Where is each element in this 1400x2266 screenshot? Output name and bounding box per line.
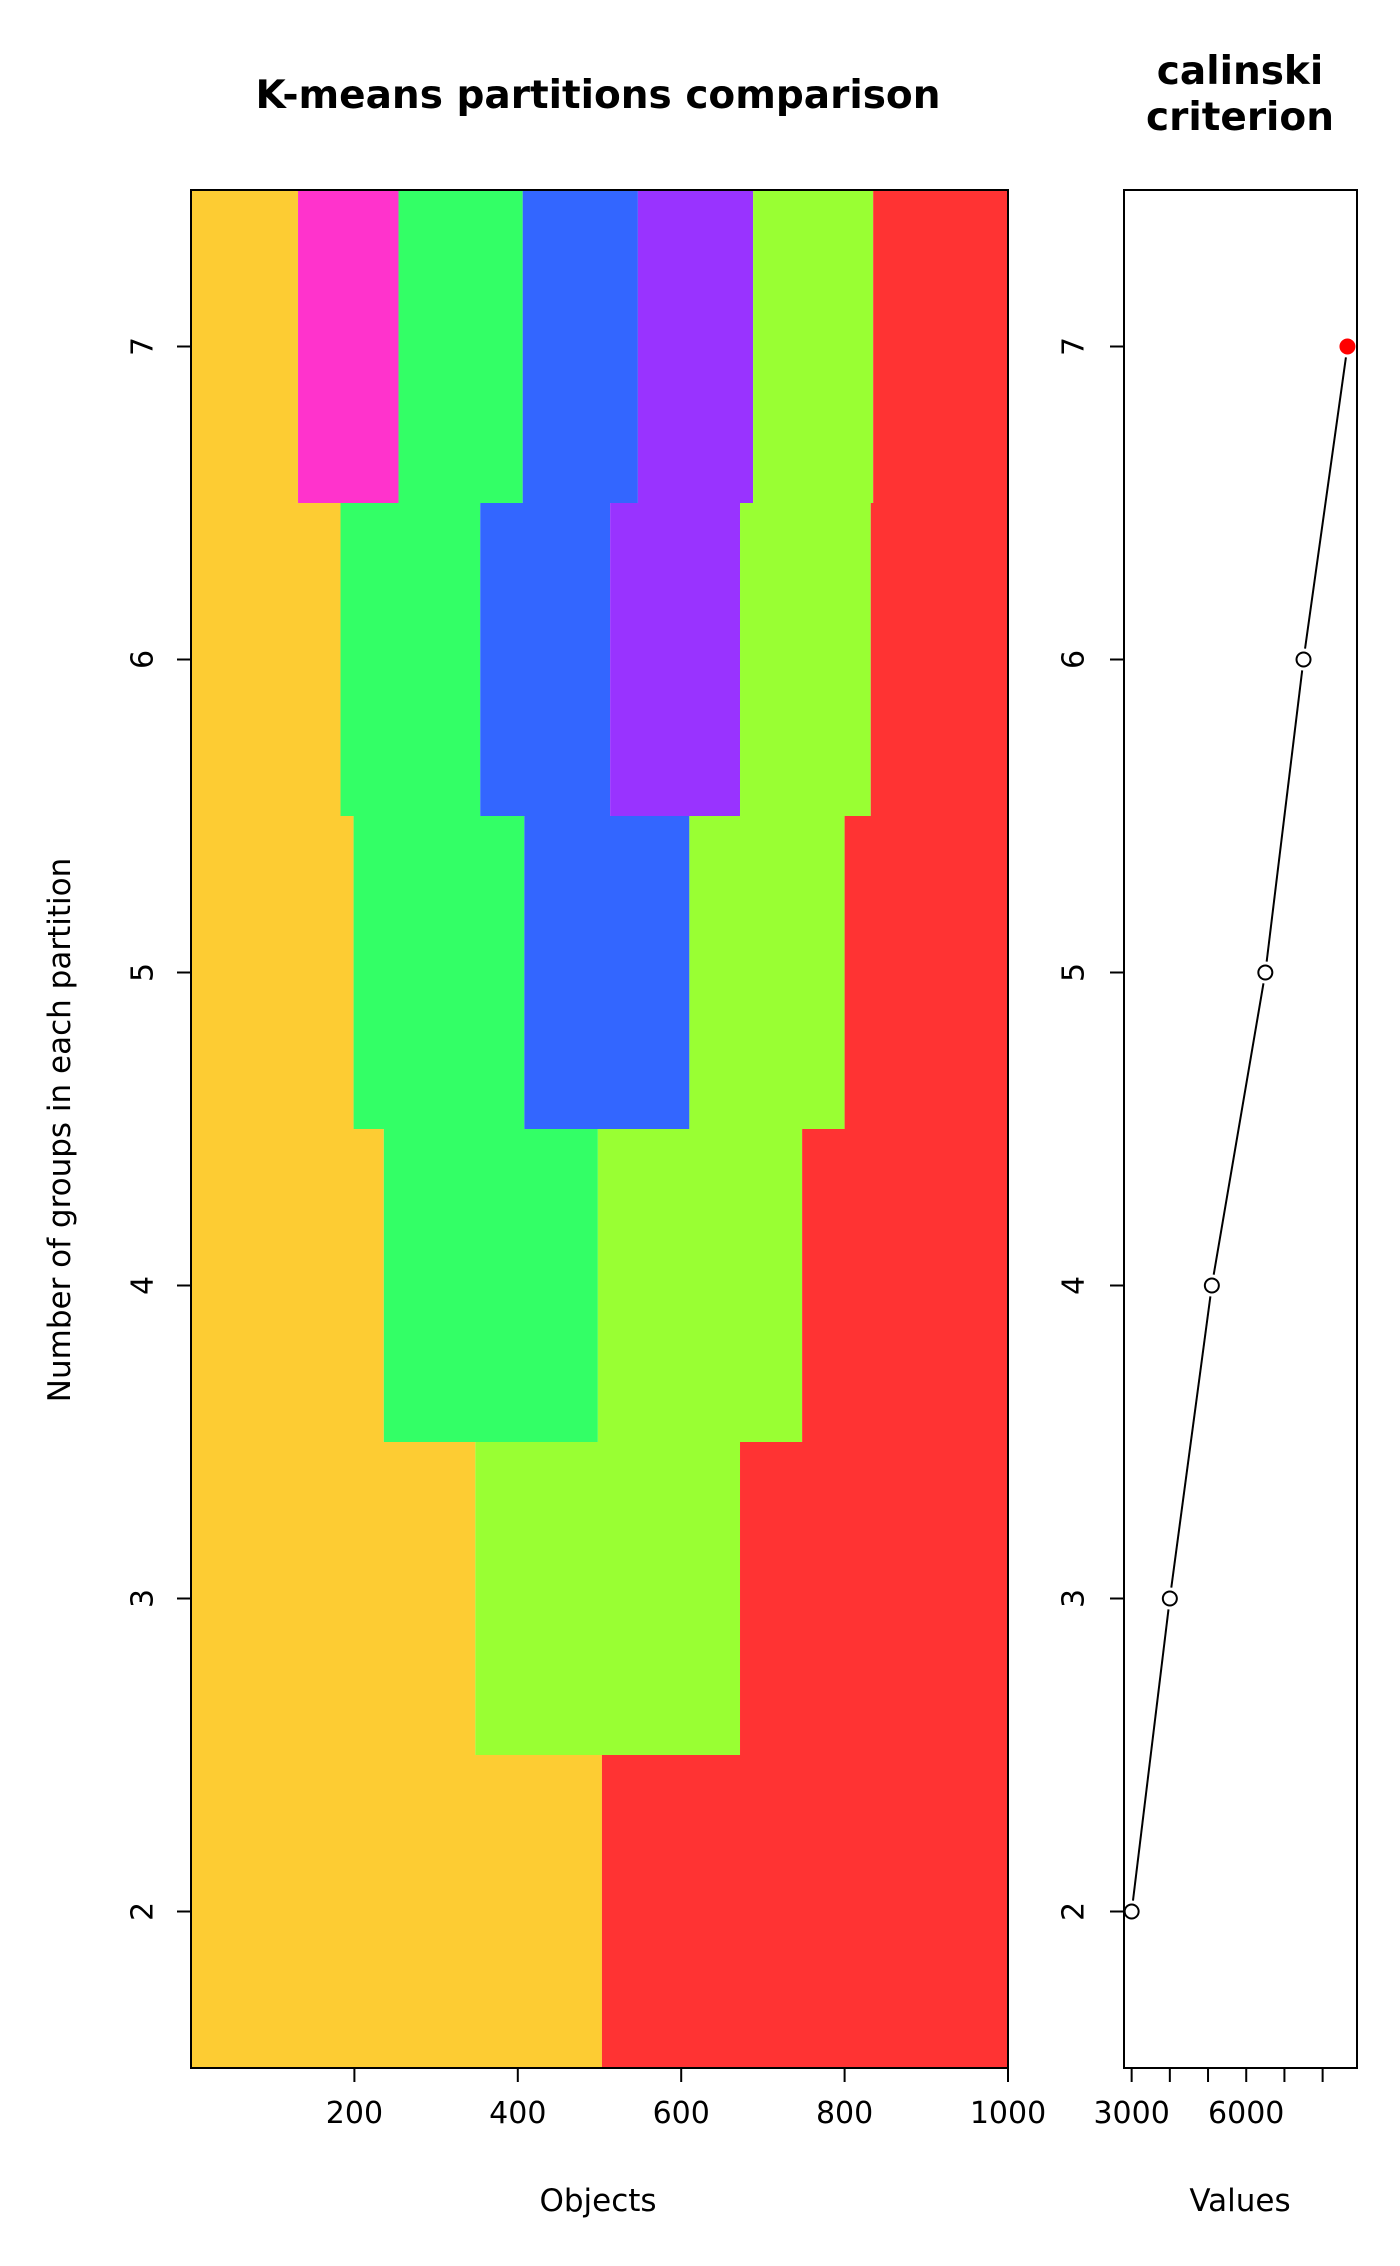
cluster-segment-k2-1 bbox=[191, 1755, 602, 2068]
cluster-segment-k6-3 bbox=[480, 503, 611, 816]
criterion-x-axis: 3000 6000 bbox=[1093, 2068, 1324, 2131]
x-tick-label-1000: 1000 bbox=[970, 2096, 1046, 2131]
main-title: K-means partitions comparison bbox=[256, 73, 941, 118]
heatmap-x-axis: 200 400 600 800 1000 bbox=[326, 2068, 1046, 2131]
x-tick-label-400: 400 bbox=[489, 2096, 546, 2131]
criterion-point-k6 bbox=[1295, 651, 1312, 668]
heatmap-y-label: Number of groups in each partition bbox=[42, 858, 78, 1402]
criterion-series bbox=[1123, 338, 1356, 1920]
y-tick-label-6: 6 bbox=[126, 650, 161, 669]
heatmap-y-axis: 2 3 4 5 6 7 bbox=[126, 337, 191, 1921]
x-tick-label-200: 200 bbox=[326, 2096, 383, 2131]
criterion-title-line1: calinski bbox=[1157, 49, 1323, 94]
cluster-segment-k6-1 bbox=[191, 503, 341, 816]
criterion-segment-4-5 bbox=[1212, 983, 1265, 1275]
cluster-segment-k7-3 bbox=[398, 190, 523, 503]
y-tick-label-3: 3 bbox=[126, 1589, 161, 1608]
heatmap-x-label: Objects bbox=[539, 2183, 656, 2219]
criterion-x-tick-label-3000: 3000 bbox=[1093, 2096, 1169, 2131]
cluster-segment-k5-1 bbox=[191, 816, 354, 1129]
criterion-title-line2: criterion bbox=[1146, 95, 1334, 140]
cluster-segment-k7-7 bbox=[873, 190, 1008, 503]
cluster-segment-k6-2 bbox=[340, 503, 481, 816]
criterion-y-tick-label-7: 7 bbox=[1057, 337, 1092, 356]
criterion-segment-2-3 bbox=[1131, 1609, 1170, 1901]
criterion-point-k3 bbox=[1161, 1590, 1178, 1607]
cluster-segment-k7-6 bbox=[753, 190, 874, 503]
criterion-x-label: Values bbox=[1189, 2183, 1290, 2219]
cluster-segment-k7-4 bbox=[522, 190, 638, 503]
cluster-segment-k2-2 bbox=[601, 1755, 1008, 2068]
criterion-point-k4 bbox=[1203, 1277, 1220, 1294]
criterion-y-tick-label-6: 6 bbox=[1057, 650, 1092, 669]
criterion-segment-3-4 bbox=[1170, 1296, 1212, 1588]
criterion-point-k7 bbox=[1339, 338, 1356, 355]
criterion-y-axis: 2 3 4 5 6 7 bbox=[1057, 337, 1124, 1921]
criterion-point-k2 bbox=[1123, 1903, 1140, 1920]
y-tick-label-5: 5 bbox=[126, 963, 161, 982]
cluster-segment-k6-6 bbox=[870, 503, 1008, 816]
criterion-point-k5 bbox=[1257, 964, 1274, 981]
cluster-segment-k3-1 bbox=[191, 1442, 476, 1755]
criterion-y-tick-label-3: 3 bbox=[1057, 1589, 1092, 1608]
x-tick-label-600: 600 bbox=[653, 2096, 710, 2131]
cluster-segment-k3-3 bbox=[740, 1442, 1008, 1755]
cluster-segment-k5-3 bbox=[524, 816, 690, 1129]
cluster-segment-k7-1 bbox=[191, 190, 299, 503]
cluster-segment-k4-3 bbox=[597, 1129, 803, 1442]
cluster-segment-k6-5 bbox=[740, 503, 871, 816]
cluster-segment-k7-5 bbox=[637, 190, 754, 503]
cluster-segment-k3-2 bbox=[475, 1442, 741, 1755]
cluster-segment-k4-1 bbox=[191, 1129, 384, 1442]
y-tick-label-4: 4 bbox=[126, 1276, 161, 1295]
criterion-y-tick-label-4: 4 bbox=[1057, 1276, 1092, 1295]
cluster-segment-k6-4 bbox=[610, 503, 741, 816]
criterion-segment-6-7 bbox=[1304, 357, 1347, 649]
criterion-x-tick-label-6000: 6000 bbox=[1208, 2096, 1284, 2131]
y-tick-label-7: 7 bbox=[126, 337, 161, 356]
cluster-segment-k5-5 bbox=[844, 816, 1008, 1129]
cluster-segment-k5-2 bbox=[353, 816, 525, 1129]
cluster-segment-k4-4 bbox=[802, 1129, 1008, 1442]
heatmap-frame bbox=[190, 189, 1009, 2069]
cluster-segment-k7-2 bbox=[298, 190, 399, 503]
cluster-segment-k4-2 bbox=[383, 1129, 598, 1442]
y-tick-label-2: 2 bbox=[126, 1902, 161, 1921]
cluster-segment-k5-4 bbox=[689, 816, 845, 1129]
criterion-y-tick-label-5: 5 bbox=[1057, 963, 1092, 982]
criterion-frame bbox=[1123, 189, 1358, 2069]
criterion-y-tick-label-2: 2 bbox=[1057, 1902, 1092, 1921]
x-tick-label-800: 800 bbox=[816, 2096, 873, 2131]
criterion-segment-5-6 bbox=[1265, 670, 1304, 962]
heatmap-rows bbox=[191, 190, 1008, 2068]
